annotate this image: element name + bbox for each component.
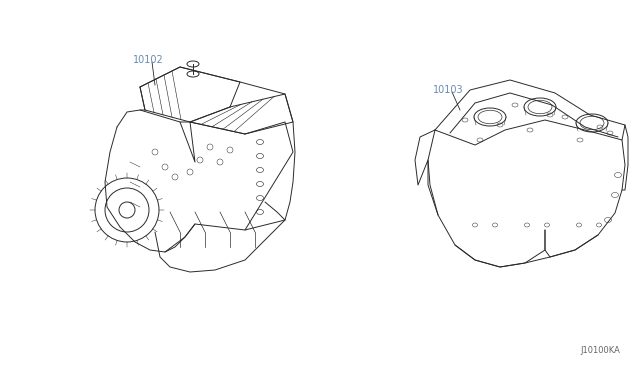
Text: J10100KA: J10100KA bbox=[580, 346, 620, 355]
Text: 10102: 10102 bbox=[133, 55, 164, 65]
Text: 10103: 10103 bbox=[433, 85, 463, 95]
